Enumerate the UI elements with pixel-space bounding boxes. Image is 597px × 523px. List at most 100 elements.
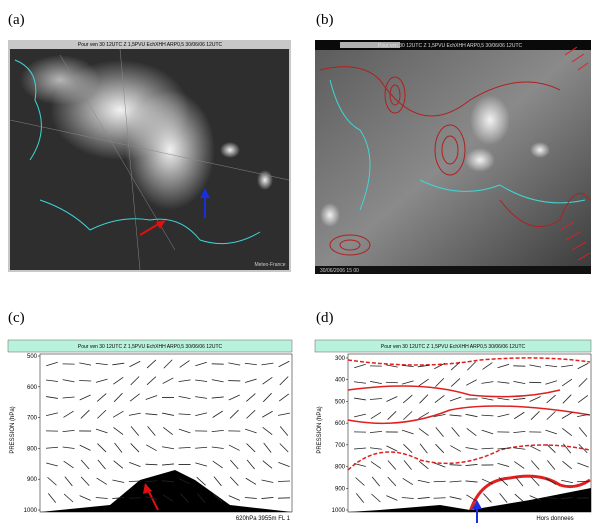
wind-barb — [112, 497, 125, 499]
wind-barb — [213, 476, 222, 487]
wind-barb — [145, 463, 158, 466]
wind-barb — [402, 477, 414, 486]
wind-barb — [195, 361, 208, 367]
wind-barb — [97, 409, 107, 419]
wind-barb — [162, 427, 174, 435]
wind-barb — [211, 379, 224, 383]
wind-barb — [354, 363, 366, 369]
wind-barb — [513, 398, 526, 400]
wind-barb — [530, 460, 540, 470]
wind-barb — [418, 428, 429, 436]
axis-title: PRESSION (hPa) — [10, 406, 16, 453]
wind-barb — [561, 479, 574, 484]
wind-barb — [113, 427, 124, 435]
section-header: Pour ven 30 12UTC Z 1,5PVU EchXHH ARP0,5… — [78, 344, 223, 350]
wind-barb — [196, 476, 206, 486]
wind-barb — [45, 379, 59, 382]
wind-barb — [278, 462, 290, 467]
wind-barb — [465, 480, 478, 483]
wind-barb — [195, 462, 208, 467]
wind-barb — [417, 364, 430, 368]
wind-barb — [577, 362, 589, 370]
wind-barb — [563, 443, 572, 454]
wind-barb — [245, 428, 257, 434]
wind-barb — [387, 476, 397, 487]
wind-barb — [47, 476, 57, 486]
wind-barb — [577, 395, 589, 403]
wind-barb — [481, 447, 494, 450]
wind-barb — [261, 362, 274, 366]
wind-barb — [46, 361, 58, 367]
wind-barb — [449, 480, 462, 483]
wind-barb — [64, 476, 73, 487]
wind-barb — [562, 460, 572, 470]
wind-barb — [562, 428, 573, 436]
wind-barb — [211, 430, 224, 432]
y-tick-label: 500 — [335, 399, 346, 405]
wind-barb — [212, 493, 223, 503]
wind-barb — [96, 477, 108, 485]
wind-barb — [481, 381, 494, 384]
wind-barb — [371, 476, 380, 487]
wind-barb — [261, 497, 274, 499]
wind-barb — [246, 409, 256, 419]
wind-barb — [113, 460, 124, 469]
wind-barb — [561, 364, 574, 368]
wind-barb — [178, 428, 191, 434]
wind-barb — [386, 445, 398, 452]
wind-barb — [449, 464, 462, 466]
wind-barb — [63, 493, 74, 503]
wind-barb — [529, 495, 541, 501]
wind-barb — [562, 394, 572, 404]
wind-barb — [403, 411, 413, 420]
wind-barb — [62, 396, 75, 399]
wind-barb — [128, 412, 141, 416]
wind-barb — [96, 393, 107, 402]
wind-barb — [62, 379, 75, 383]
wind-barb — [449, 396, 462, 402]
satellite-image-a: Pour ven 30 12UTC Z 1,5PVU EchXHH ARP0,5… — [8, 40, 291, 272]
wind-barb — [63, 410, 74, 418]
wind-barb — [79, 444, 91, 451]
wind-barb — [465, 447, 478, 450]
wind-barb — [499, 493, 508, 503]
wind-barb — [112, 362, 125, 366]
wind-barb — [514, 461, 525, 469]
wind-barb — [354, 413, 366, 418]
wind-barb — [229, 476, 239, 486]
wind-barb — [369, 447, 382, 450]
wind-barb — [262, 460, 273, 469]
wind-barb — [418, 460, 429, 470]
wind-barb — [355, 477, 365, 486]
wind-barb — [545, 478, 557, 485]
wind-barb — [546, 411, 556, 420]
wind-barb — [418, 412, 430, 419]
wind-barb — [433, 462, 446, 468]
y-tick-label: 700 — [335, 443, 346, 449]
wind-barb — [465, 413, 478, 418]
wind-barb — [195, 412, 208, 417]
wind-barb — [403, 444, 413, 453]
wind-barb — [195, 396, 208, 399]
wind-barb — [466, 428, 477, 436]
wind-barb — [370, 461, 382, 469]
wind-barb — [63, 460, 74, 469]
wind-barb — [466, 379, 477, 386]
wind-barb — [449, 496, 462, 500]
wind-barb — [145, 496, 158, 500]
wind-barb — [513, 447, 526, 450]
wind-barb — [481, 429, 494, 435]
wind-barb — [387, 460, 397, 470]
cross-section-c: Pour ven 30 12UTC Z 1,5PVU EchXHH ARP0,5… — [7, 339, 293, 522]
wind-barb — [403, 460, 412, 470]
wind-barb — [146, 359, 157, 369]
wind-barb — [401, 429, 414, 435]
wind-barb — [545, 364, 558, 368]
wind-barb — [419, 443, 428, 454]
wind-barb — [80, 409, 90, 419]
wind-barb — [46, 412, 58, 417]
y-tick-label: 600 — [27, 385, 38, 391]
wind-barb — [228, 495, 240, 501]
wind-barb — [529, 364, 542, 368]
